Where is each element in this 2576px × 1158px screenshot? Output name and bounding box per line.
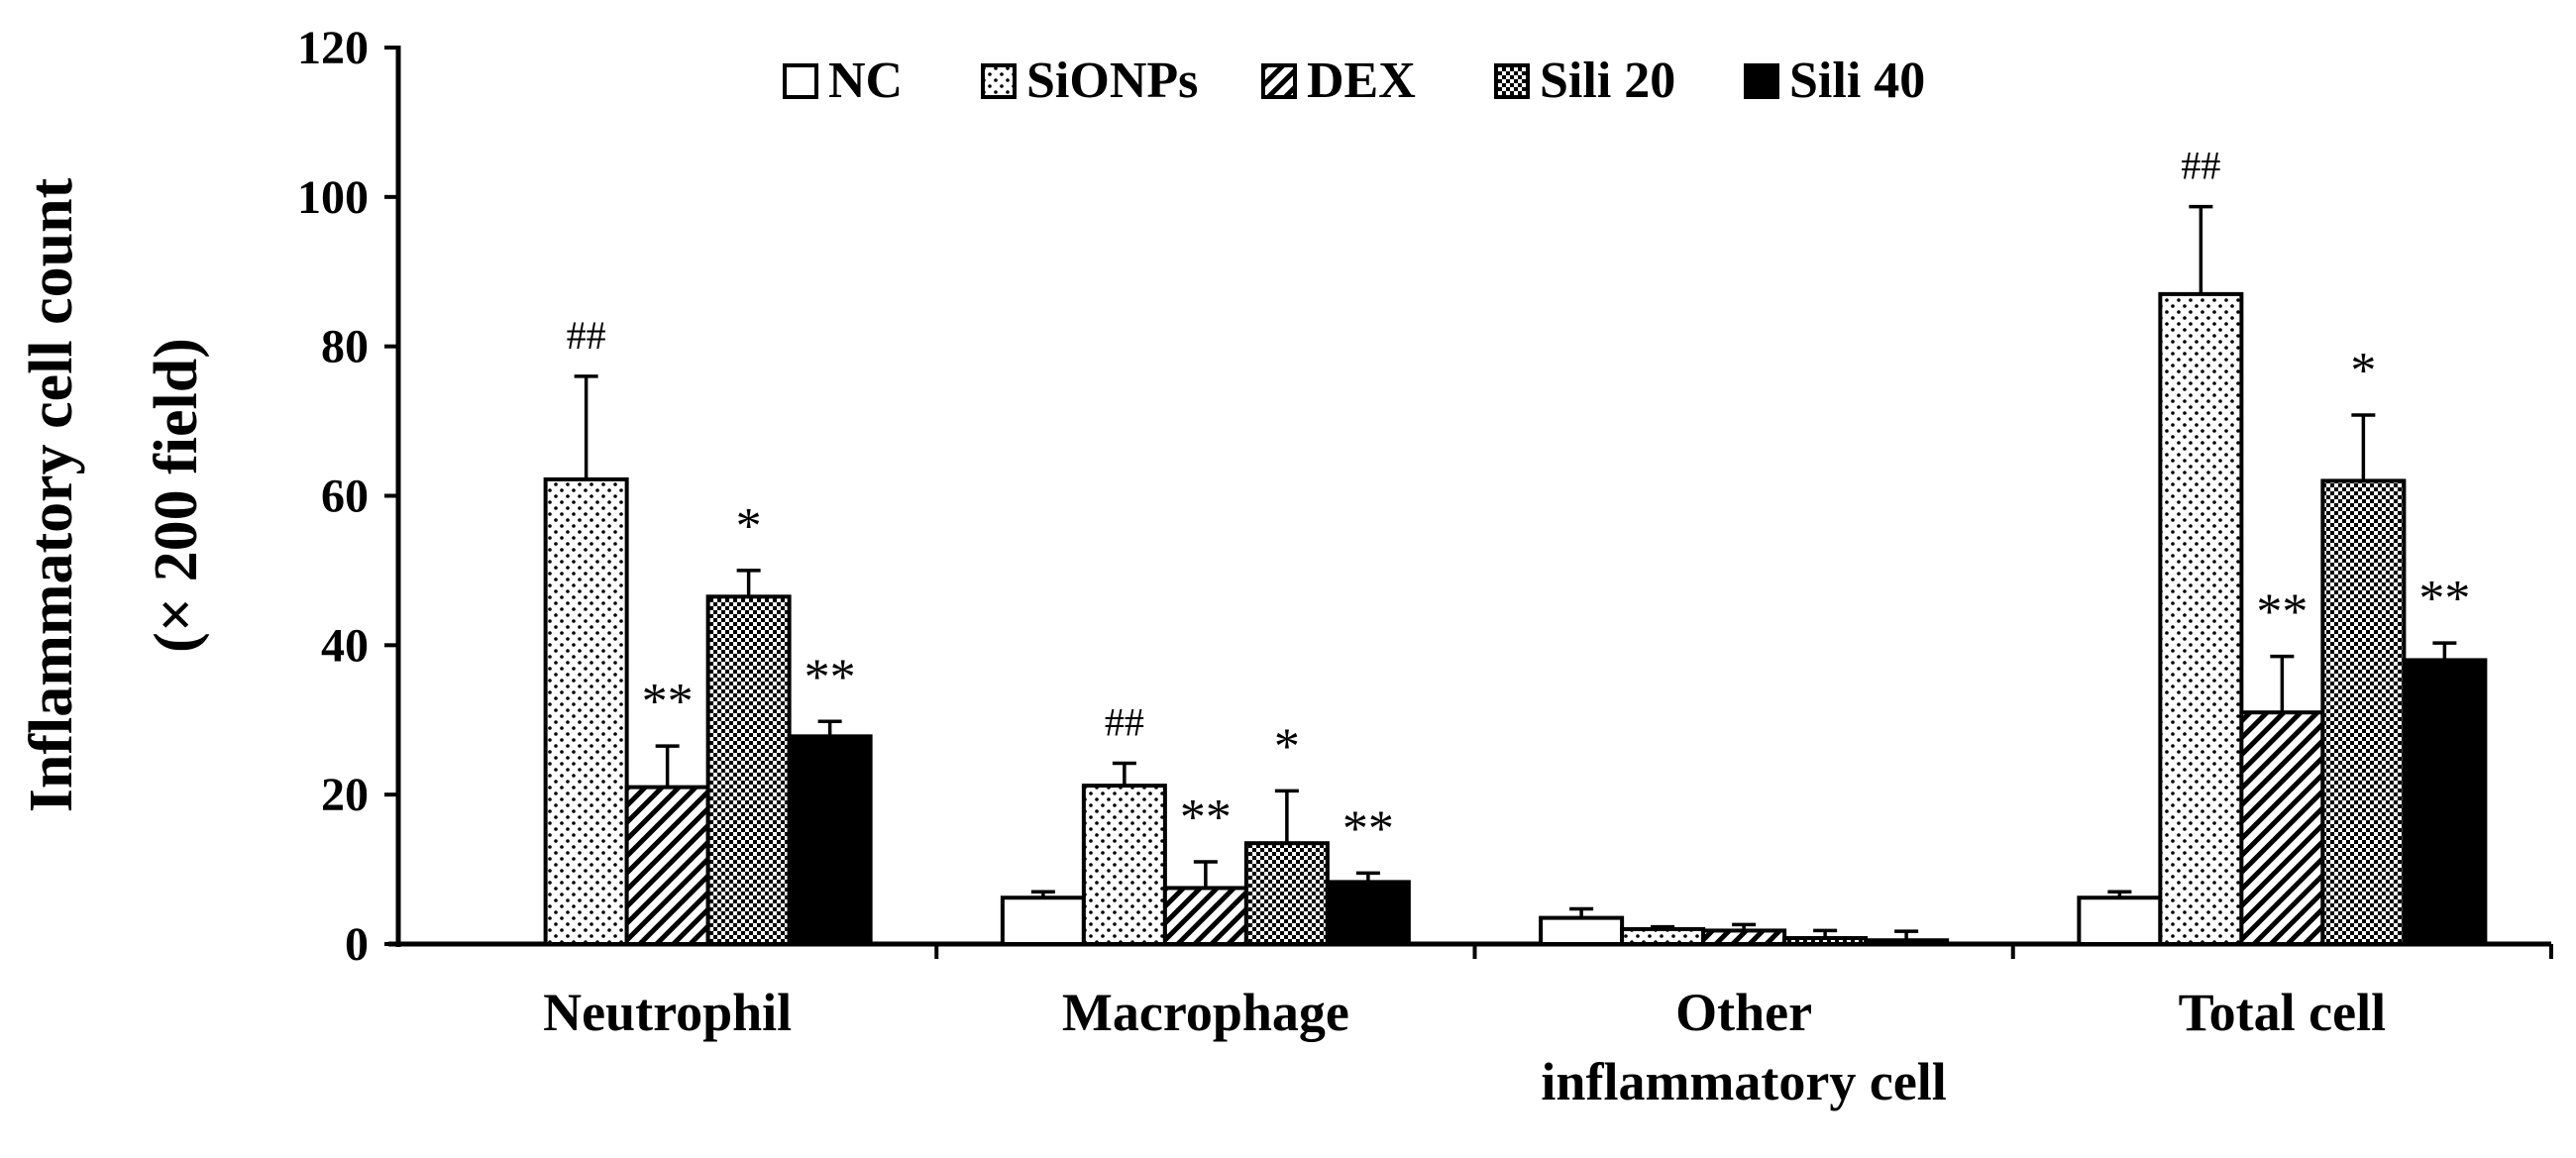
legend-label: SiONPs xyxy=(1026,53,1198,109)
significance-label: * xyxy=(736,498,762,555)
legend-label: NC xyxy=(828,53,903,109)
y-tick-label: 80 xyxy=(321,321,369,373)
axes: 0 20 40 60 80 100 120 xyxy=(297,22,2553,971)
category-labels: Neutrophil Macrophage Other inflammatory ce… xyxy=(543,983,2386,1111)
bar xyxy=(1782,935,1869,947)
category-label: inflammatory cell xyxy=(1541,1052,1946,1111)
bar xyxy=(1000,895,1086,946)
bar xyxy=(2239,710,2325,946)
legend-swatch xyxy=(1494,63,1530,99)
significance-label: ** xyxy=(642,674,694,730)
category-label: Neutrophil xyxy=(543,983,792,1042)
significance-label: ## xyxy=(567,313,606,358)
bar xyxy=(2320,478,2407,946)
y-axis-title-line: (× 200 field) xyxy=(143,338,210,653)
bar xyxy=(2158,291,2244,946)
significance-label: ** xyxy=(805,649,856,705)
legend-label: Sili 40 xyxy=(1789,53,1925,109)
bar xyxy=(1325,880,1411,947)
bar xyxy=(1864,938,1950,947)
bar xyxy=(705,594,792,946)
y-tick-label: 20 xyxy=(321,769,369,821)
legend-swatch xyxy=(1744,63,1779,99)
y-tick-label: 0 xyxy=(345,918,369,971)
category-label: Other xyxy=(1675,983,1812,1042)
y-axis-title-line: Inflammatory cell count xyxy=(18,177,85,812)
y-tick-label: 40 xyxy=(321,619,369,672)
bar xyxy=(787,734,873,947)
bar xyxy=(624,785,710,946)
legend: NC SiONPs DEX Sili 20 Sili 40 xyxy=(783,53,1925,109)
bar xyxy=(1620,926,1706,947)
bars: ######*************** xyxy=(543,144,2488,947)
category-label: Total cell xyxy=(2179,983,2387,1042)
y-tick-label: 60 xyxy=(321,471,369,523)
bar xyxy=(1539,915,1625,947)
significance-label: ## xyxy=(2181,144,2220,188)
y-axis-title: Inflammatory cell count (× 200 field) xyxy=(18,177,210,812)
significance-label: ## xyxy=(1105,699,1144,744)
legend-swatch xyxy=(981,63,1017,99)
significance-label: ** xyxy=(1342,800,1394,857)
legend-label: Sili 20 xyxy=(1540,53,1675,109)
category-label: Macrophage xyxy=(1062,983,1349,1042)
significance-label: ** xyxy=(2256,584,2308,641)
bar xyxy=(1081,784,1167,946)
significance-label: * xyxy=(2350,343,2376,399)
y-tick-label: 100 xyxy=(297,171,369,224)
bar xyxy=(1701,928,1787,946)
bar xyxy=(2077,895,2163,946)
bar xyxy=(1243,841,1330,946)
bar xyxy=(2402,658,2488,947)
significance-label: * xyxy=(1274,718,1300,775)
significance-label: ** xyxy=(1180,790,1232,846)
legend-swatch xyxy=(783,63,818,99)
significance-label: ** xyxy=(2418,571,2470,627)
y-tick-label: 120 xyxy=(297,22,369,74)
bar xyxy=(1162,886,1248,946)
bar xyxy=(543,476,629,946)
legend-label: DEX xyxy=(1307,53,1416,109)
legend-swatch xyxy=(1261,63,1297,99)
